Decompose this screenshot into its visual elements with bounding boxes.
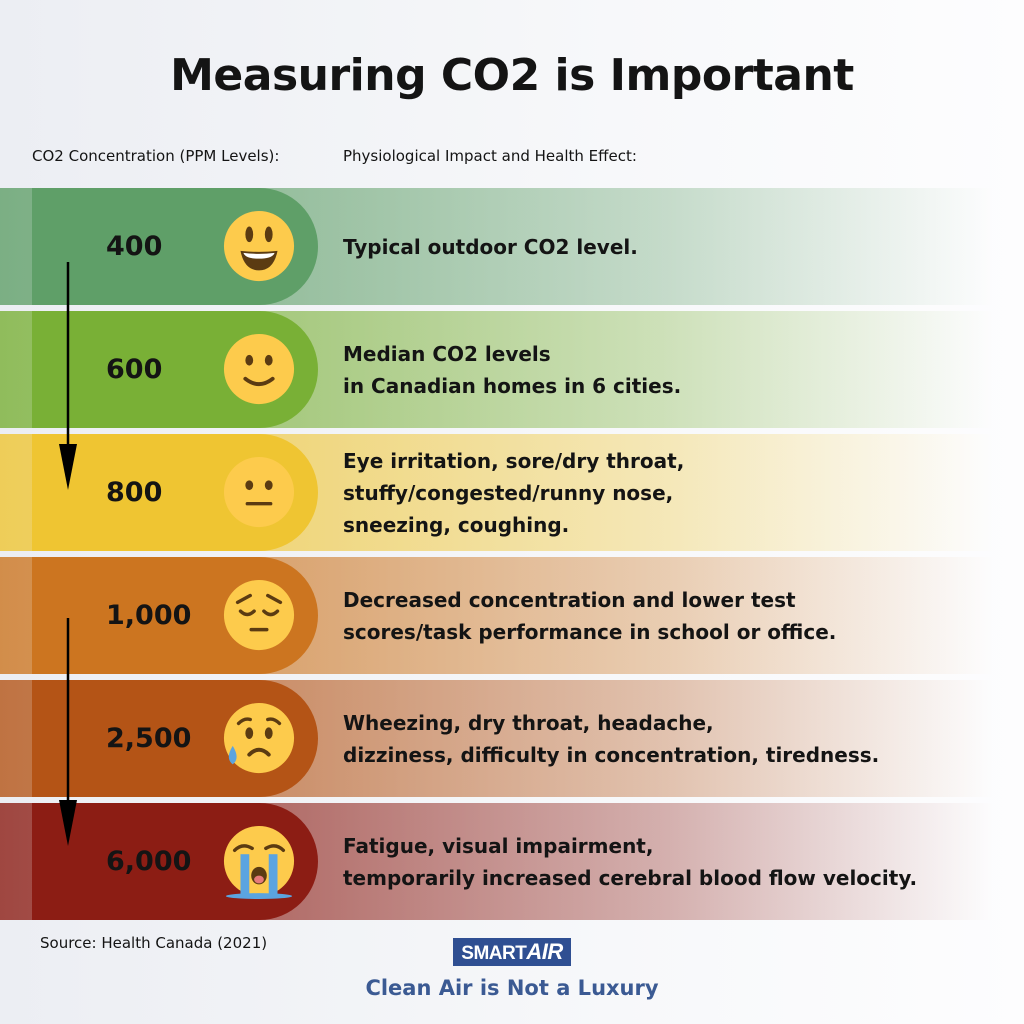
ppm-level: 1,000 — [106, 600, 192, 631]
neutral-face-icon — [223, 456, 295, 528]
effect-line: Decreased concentration and lower test — [343, 587, 796, 612]
health-effect: Eye irritation, sore/dry throat, stuffy/c… — [343, 434, 684, 551]
sad-sweat-face-icon — [223, 702, 295, 774]
effect-line: in Canadian homes in 6 cities. — [343, 373, 682, 398]
effect-line: Eye irritation, sore/dry throat, — [343, 448, 685, 473]
pensive-face-icon — [223, 579, 295, 651]
ppm-level: 2,500 — [106, 723, 192, 754]
arrow-down-icon — [59, 618, 77, 846]
effect-line: Median CO2 levels — [343, 341, 551, 366]
health-effect: Median CO2 levels in Canadian homes in 6 … — [343, 311, 681, 428]
ppm-level: 400 — [106, 231, 163, 262]
column-header-health-effect: Physiological Impact and Health Effect: — [343, 147, 637, 165]
health-effect: Decreased concentration and lower test sc… — [343, 557, 836, 674]
ppm-level: 800 — [106, 477, 163, 508]
column-header-concentration: CO2 Concentration (PPM Levels): — [32, 147, 280, 165]
health-effect: Fatigue, visual impairment, temporarily i… — [343, 803, 917, 920]
ppm-level: 6,000 — [106, 846, 192, 877]
effect-line: temporarily increased cerebral blood flo… — [343, 865, 918, 890]
health-effect: Wheezing, dry throat, headache, dizziness… — [343, 680, 879, 797]
arrow-down-icon — [59, 262, 77, 490]
co2-level-row: 600 Median CO2 levels in Canadian homes i… — [0, 311, 1024, 428]
health-effect: Typical outdoor CO2 level. — [343, 188, 638, 305]
effect-line: Fatigue, visual impairment, — [343, 833, 654, 858]
effect-line: Wheezing, dry throat, headache, — [343, 710, 714, 735]
ppm-level: 600 — [106, 354, 163, 385]
effect-line: stuffy/congested/runny nose, — [343, 480, 674, 505]
loudly-crying-face-icon — [223, 825, 295, 899]
smart-air-logo: SMARTAIR — [453, 938, 571, 966]
effect-line: dizziness, difficulty in concentration, … — [343, 742, 880, 767]
co2-level-row: 6,000 Fatigue, visual impairment, tempora… — [0, 803, 1024, 920]
tagline: Clean Air is Not a Luxury — [365, 976, 659, 1000]
co2-level-row: 2,500 Wheezing, dry throat, headache, diz… — [0, 680, 1024, 797]
effect-line: sneezing, coughing. — [343, 512, 570, 537]
page-title: Measuring CO2 is Important — [170, 50, 854, 101]
source-note: Source: Health Canada (2021) — [40, 934, 268, 952]
grinning-face-icon — [223, 210, 295, 282]
effect-line: scores/task performance in school or off… — [343, 619, 837, 644]
co2-level-row: 1,000 Decreased concentration and lower … — [0, 557, 1024, 674]
effect-line: Typical outdoor CO2 level. — [343, 234, 638, 259]
co2-level-row: 400 Typical outdoor CO2 level. — [0, 188, 1024, 305]
slightly-smiling-face-icon — [223, 333, 295, 405]
co2-level-row: 800 Eye irritation, sore/dry throat, stuf… — [0, 434, 1024, 551]
